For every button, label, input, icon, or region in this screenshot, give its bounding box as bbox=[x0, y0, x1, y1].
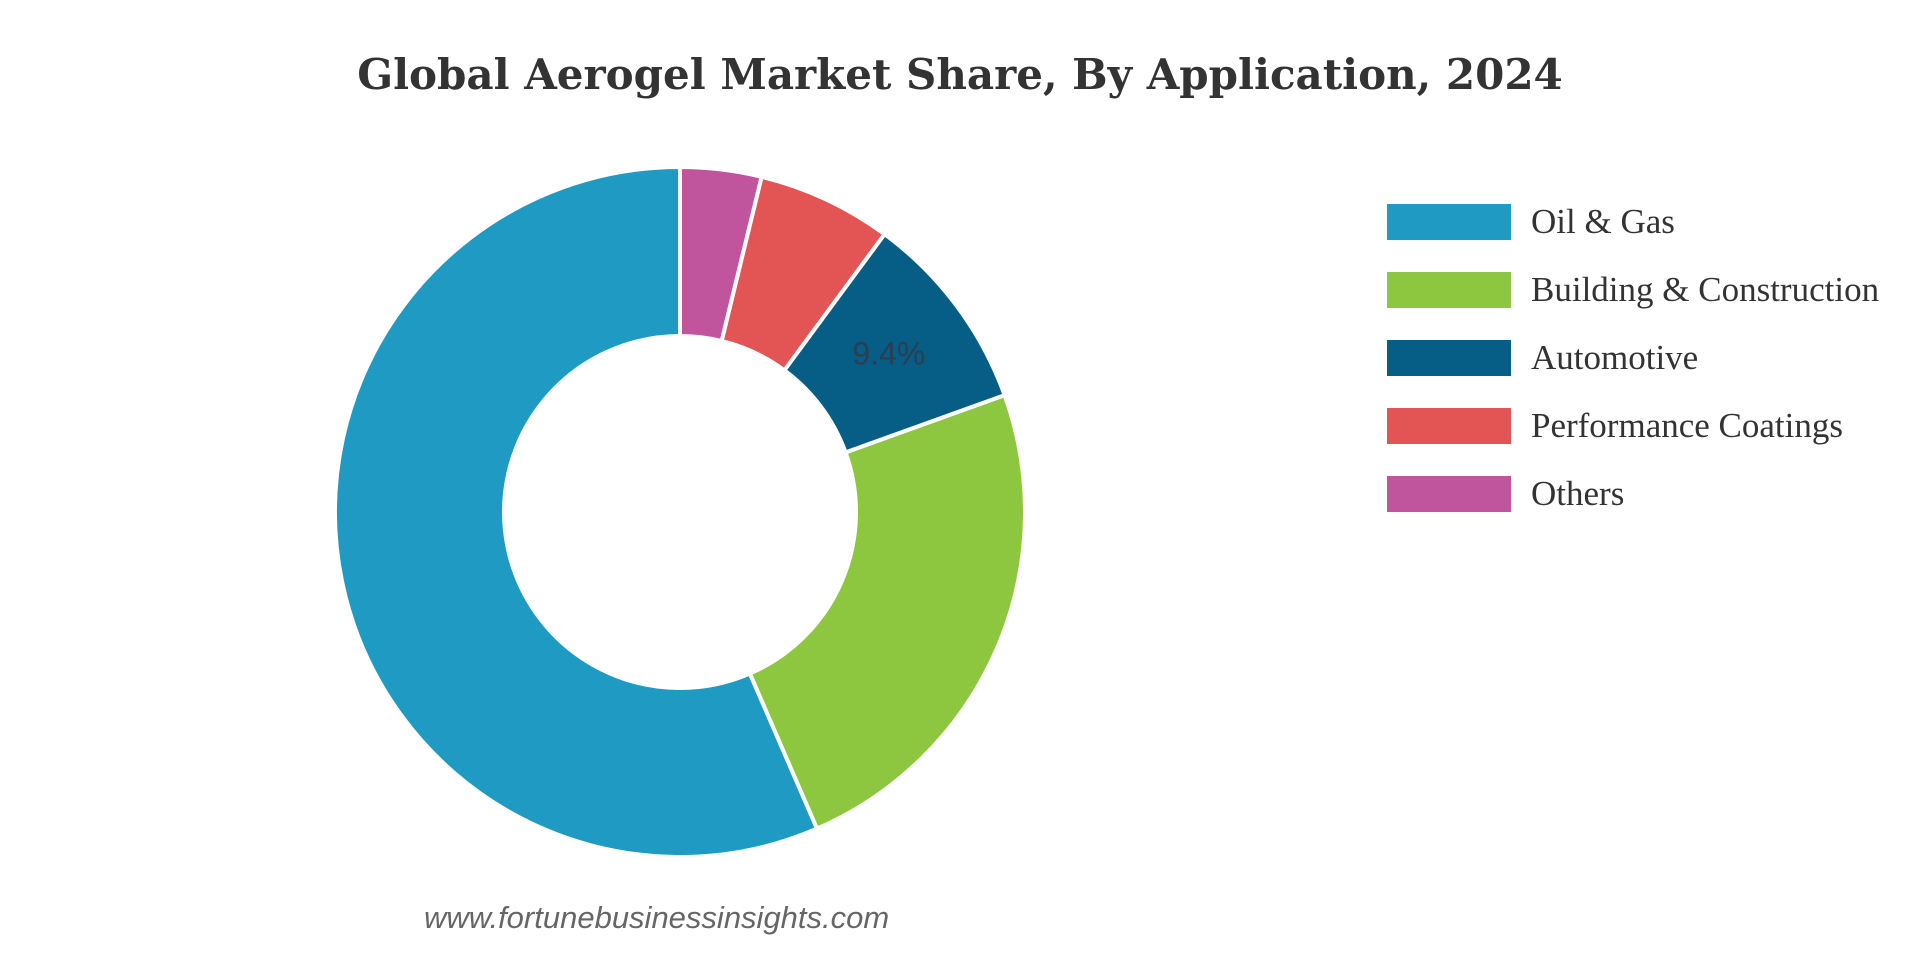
legend-item: Building & Construction bbox=[1387, 256, 1879, 324]
donut-slice-oil-gas bbox=[333, 164, 820, 859]
legend-swatch bbox=[1387, 408, 1511, 444]
legend-item: Oil & Gas bbox=[1387, 188, 1879, 256]
legend-item: Automotive bbox=[1387, 324, 1879, 392]
legend-label: Building & Construction bbox=[1531, 270, 1880, 309]
source-watermark: www.fortunebusinessinsights.com bbox=[424, 900, 890, 935]
legend-item: Others bbox=[1387, 460, 1879, 528]
legend-label: Others bbox=[1531, 474, 1625, 513]
legend-label: Performance Coatings bbox=[1531, 406, 1843, 445]
chart-legend: Oil & Gas Building & Construction Automoti… bbox=[1387, 188, 1879, 528]
legend-swatch bbox=[1387, 476, 1511, 512]
data-label: 9.4% bbox=[852, 336, 925, 372]
legend-label: Automotive bbox=[1531, 338, 1699, 377]
legend-label: Oil & Gas bbox=[1531, 202, 1675, 241]
legend-swatch bbox=[1387, 340, 1511, 376]
legend-item: Performance Coatings bbox=[1387, 392, 1879, 460]
chart-title: Global Aerogel Market Share, By Applicat… bbox=[357, 50, 1563, 99]
legend-swatch bbox=[1387, 272, 1511, 308]
donut-slice-building-construction bbox=[747, 392, 1027, 832]
donut-slice-others bbox=[678, 164, 765, 344]
legend-swatch bbox=[1387, 204, 1511, 240]
